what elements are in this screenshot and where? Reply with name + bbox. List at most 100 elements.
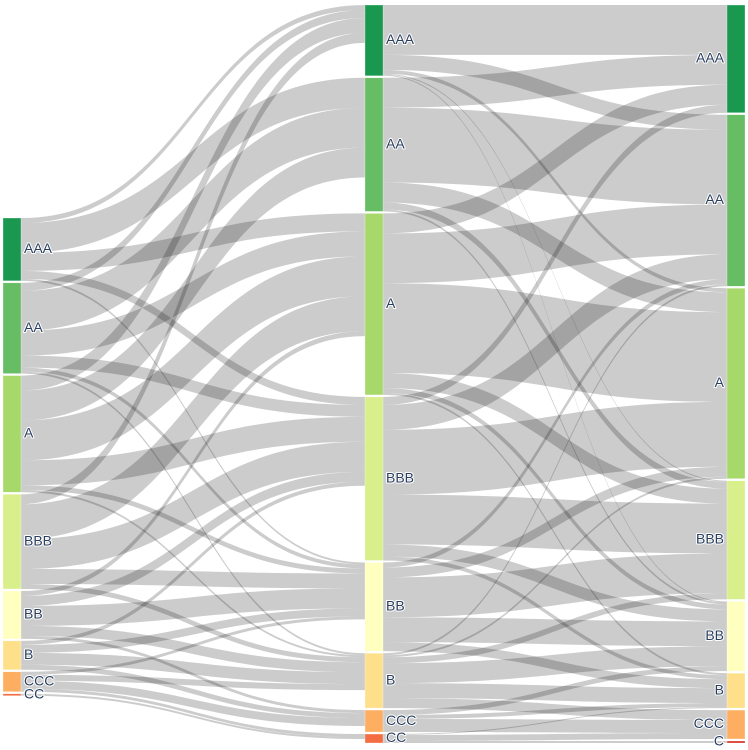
node [364,733,384,744]
link [383,646,727,684]
link [21,490,365,658]
link [383,703,727,720]
link [21,270,365,405]
link [383,556,727,680]
node [726,4,746,113]
node-label: BB [24,606,43,622]
link [383,733,727,742]
link [383,182,727,313]
link [21,256,365,461]
link [383,107,727,205]
link [383,74,727,603]
node [364,562,384,652]
link [21,213,365,271]
link [383,593,727,664]
link [21,481,365,645]
link [21,9,365,291]
node [364,652,384,709]
link [21,296,365,540]
node-label: AA [705,191,724,207]
link [21,107,365,331]
link [383,553,727,618]
link [21,441,365,570]
node-label: CCC [694,715,724,731]
link [21,652,365,685]
link [21,278,365,565]
link [21,471,365,606]
node-label: BBB [696,531,724,547]
node-label: B [386,671,395,687]
link [21,693,365,740]
link [21,608,365,653]
link [21,635,365,714]
node-label: B [24,646,33,662]
link [383,642,727,689]
node-label: CCC [24,672,54,688]
node [364,709,384,733]
node-label: C [714,733,724,749]
link [383,494,727,554]
link [21,331,365,596]
link [21,355,365,417]
node [726,287,746,479]
node [726,601,746,672]
node-label: BB [386,598,405,614]
node [2,375,22,493]
link [21,588,365,626]
link [383,73,727,482]
link [383,202,727,489]
link [383,104,727,405]
link [21,664,365,719]
link [21,147,365,421]
node [726,114,746,287]
link [383,5,727,55]
node-label: AAA [386,31,415,47]
link [383,698,727,721]
link [21,32,365,505]
link [383,707,727,736]
node [726,672,746,709]
link [21,680,365,727]
link [21,371,365,656]
link [383,466,727,578]
link [383,284,727,656]
node-label: BBB [24,532,52,548]
link [21,485,365,574]
link [21,674,365,691]
node-label: CC [24,685,44,701]
link [383,204,727,284]
node-label: A [715,374,725,390]
link [383,209,727,605]
link [383,254,727,430]
link [21,625,365,673]
link [383,54,727,130]
node [726,480,746,600]
node [2,217,22,282]
node-label: AAA [696,50,725,66]
link [383,69,727,293]
node [364,77,384,212]
link [21,416,365,486]
node-label: A [24,425,34,441]
link [383,476,727,658]
link [383,387,727,610]
link [21,77,365,253]
node [2,494,22,590]
node-label: AA [24,319,43,335]
node-label: BB [705,627,724,643]
node-label: A [386,295,396,311]
link [21,569,365,589]
link [383,54,727,108]
node [364,213,384,396]
link [21,584,365,663]
link [21,231,365,356]
node-label: B [715,681,724,697]
link [383,683,727,704]
link [383,401,727,495]
node [2,671,22,692]
node [364,396,384,561]
link [383,741,727,743]
link [383,719,727,734]
link [383,617,727,647]
